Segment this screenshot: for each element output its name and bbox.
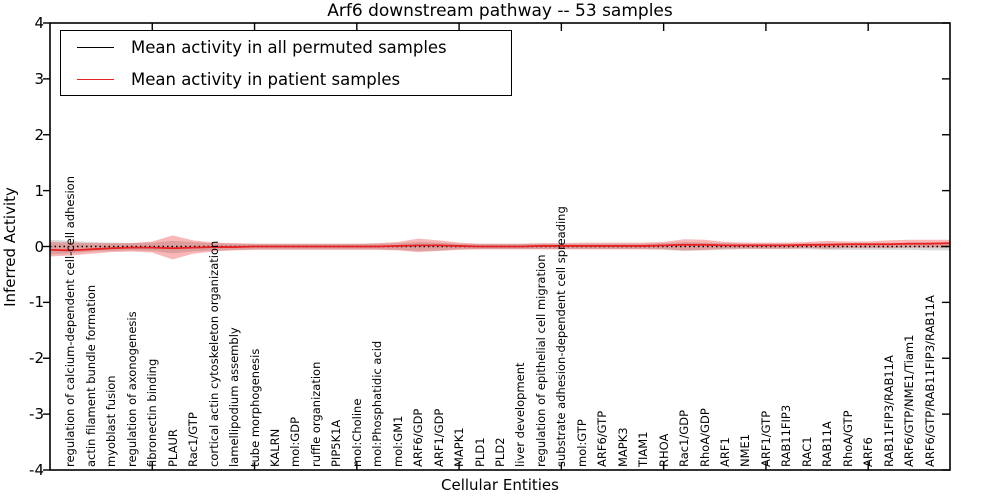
x-category-label: RHOA bbox=[656, 433, 671, 467]
x-category-label: ARF1 bbox=[718, 437, 732, 467]
x-category-label: MAPK1 bbox=[452, 427, 467, 467]
x-category-label: mol:GDP bbox=[288, 416, 303, 467]
x-category-label: PLD1 bbox=[472, 437, 487, 467]
x-category-label: actin filament bundle formation bbox=[83, 284, 98, 467]
y-tick-label: -1 bbox=[29, 293, 44, 312]
x-category-label: Rac1/GDP bbox=[677, 409, 692, 467]
legend-label: Mean activity in patient samples bbox=[131, 69, 401, 89]
x-category-label: RAB11A bbox=[820, 421, 835, 467]
x-category-label: regulation of calcium-dependent cell-cel… bbox=[63, 176, 78, 467]
x-category-label: mol:GTP bbox=[574, 419, 589, 467]
x-category-label: RAB11FIP3 bbox=[779, 404, 794, 467]
x-category-label: ruffle organization bbox=[308, 361, 323, 467]
x-category-label: fibronectin binding bbox=[145, 358, 160, 467]
x-category-label: Rac1/GTP bbox=[186, 412, 201, 467]
x-category-label: RAC1 bbox=[799, 436, 814, 467]
y-tick-label: 3 bbox=[34, 69, 44, 88]
x-category-label: ARF1/GDP bbox=[431, 408, 446, 467]
legend-item-permuted: Mean activity in all permuted samples bbox=[61, 31, 511, 63]
x-category-label: substrate adhesion-dependent cell spread… bbox=[554, 206, 569, 467]
x-category-label: ARF6/GDP bbox=[411, 408, 426, 467]
x-category-label: RhoA/GDP bbox=[697, 408, 712, 467]
y-tick-label: 2 bbox=[34, 125, 44, 144]
x-category-label: MAPK3 bbox=[615, 427, 630, 467]
y-tick-label: -3 bbox=[29, 405, 44, 424]
x-category-label: ARF6/GTP bbox=[595, 410, 610, 467]
x-category-label: PLAUR bbox=[165, 429, 180, 467]
x-category-label: KALRN bbox=[268, 428, 282, 467]
x-category-label: ARF1/GTP bbox=[758, 410, 773, 467]
legend: Mean activity in all permuted samples Me… bbox=[60, 30, 512, 96]
x-category-label: NME1 bbox=[738, 433, 753, 467]
x-axis-label: Cellular Entities bbox=[441, 476, 559, 494]
x-category-label: mol:Phosphatidic acid bbox=[370, 340, 385, 467]
x-category-label: regulation of axonogenesis bbox=[124, 311, 139, 467]
x-category-label: RAB11FIP3/RAB11A bbox=[881, 355, 896, 467]
x-category-label: mol:GM1 bbox=[390, 415, 405, 467]
x-category-label: tube morphogenesis bbox=[247, 348, 262, 467]
legend-item-patient: Mean activity in patient samples bbox=[61, 63, 511, 95]
x-category-label: PIP5K1A bbox=[329, 419, 344, 467]
x-category-label: ARF6/GTP/NME1/Tiam1 bbox=[902, 334, 917, 467]
x-category-label: lamellipodium assembly bbox=[227, 327, 242, 467]
patient-line-swatch-icon bbox=[77, 78, 114, 80]
chart-title: Arf6 downstream pathway -- 53 samples bbox=[327, 1, 673, 21]
y-tick-label: 1 bbox=[34, 181, 44, 200]
patient-mean-line bbox=[49, 242, 951, 252]
y-tick-label: 0 bbox=[34, 237, 44, 256]
legend-label: Mean activity in all permuted samples bbox=[131, 37, 447, 57]
y-tick-label: 4 bbox=[34, 14, 44, 32]
x-category-label: TIAM1 bbox=[636, 431, 651, 467]
y-tick-label: -2 bbox=[29, 349, 44, 368]
y-tick-label: -4 bbox=[29, 461, 44, 479]
x-category-label: ARF6/GTP/RAB11FIP3/RAB11A bbox=[922, 295, 937, 467]
x-category-label: RhoA/GTP bbox=[840, 410, 855, 467]
permuted-line-swatch-icon bbox=[77, 46, 114, 48]
x-category-label: PLD2 bbox=[493, 437, 507, 467]
x-category-label: liver development bbox=[513, 362, 528, 467]
x-category-label: ARF6 bbox=[861, 437, 876, 467]
x-category-label: mol:Choline bbox=[349, 398, 364, 467]
x-category-label: cortical actin cytoskeleton organization bbox=[206, 240, 221, 467]
x-category-label: myoblast fusion bbox=[104, 375, 119, 467]
x-category-label: regulation of epithelial cell migration bbox=[533, 254, 548, 467]
